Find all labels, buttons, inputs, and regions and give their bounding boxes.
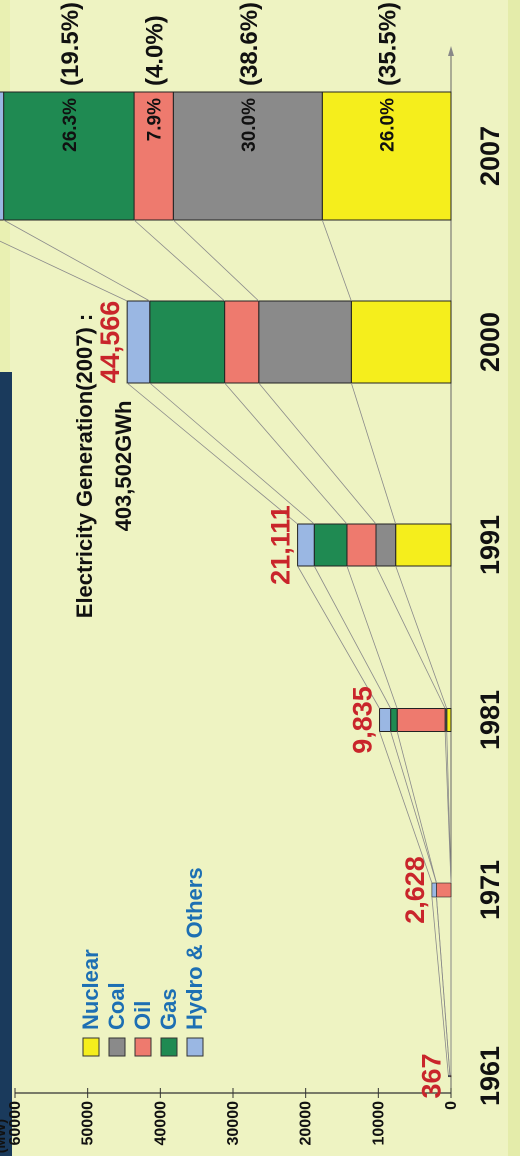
bar-segment-gas-1981: [390, 708, 398, 732]
bar-segment-hydro-1981: [379, 708, 392, 732]
bar-segment-oil-2000: [224, 300, 260, 384]
x-tick-label-1991: 1991: [475, 515, 505, 575]
connector-line: [436, 896, 451, 1076]
bar-segment-hydro-1961: [448, 1074, 451, 1078]
connector-line: [431, 896, 449, 1076]
legend-label-coal: Coal: [104, 982, 129, 1030]
y-axis-unit-label: (MW): [0, 1119, 8, 1153]
bar-segment-gas-2000: [149, 300, 226, 384]
legend-swatch-nuclear: [82, 1037, 100, 1057]
y-tick-label: 0: [443, 1101, 460, 1110]
bar-segment-oil-1971: [436, 882, 452, 898]
bar-segment-hydro-2007: [0, 91, 5, 221]
connector-line: [395, 565, 448, 709]
connector-line: [3, 219, 150, 302]
segment-percent-label-nuclear: 26.0%: [378, 98, 399, 152]
electricity-share-label-coal: (38.6%): [236, 2, 263, 86]
y-tick-label: 60000: [7, 1101, 24, 1146]
connector-line: [224, 382, 348, 525]
connector-line: [149, 382, 315, 525]
connector-line: [346, 565, 398, 709]
header-band: [0, 372, 12, 1156]
annotation-line-2: 403,502GWh: [111, 401, 136, 532]
y-tick-label: 20000: [298, 1101, 315, 1146]
y-tick-label: 30000: [225, 1101, 242, 1146]
total-value-label-1981: 9,835: [348, 686, 378, 754]
chart-plot-area: 0 10000 20000 30000 40000 50000 60000(MW) 1961 1…: [0, 2, 505, 1153]
legend-swatch-hydro: [186, 1037, 204, 1057]
connector-line: [297, 565, 380, 709]
legend-label-nuclear: Nuclear: [78, 949, 103, 1030]
total-value-label-2000: 44,566: [95, 301, 125, 384]
x-tick-label-1971: 1971: [475, 860, 505, 920]
bar-segment-nuclear-1981: [446, 708, 452, 732]
electricity-share-label-oil: (4.0%): [142, 15, 169, 86]
legend-swatch-oil: [134, 1037, 152, 1057]
connector-line: [390, 731, 437, 884]
annotation-line-1: Electricity Generation(2007) :: [72, 314, 97, 618]
legend-label-oil: Oil: [130, 1001, 155, 1030]
y-tick-label: 10000: [370, 1101, 387, 1146]
legend-label-gas: Gas: [156, 988, 181, 1030]
bar-segment-hydro-1971: [431, 882, 437, 898]
connector-line: [0, 219, 128, 302]
segment-percent-label-oil: 7.9%: [145, 98, 166, 141]
connector-line: [444, 731, 452, 884]
right-margin-band: [508, 0, 520, 1156]
legend-label-hydro: Hydro & Others: [182, 867, 207, 1030]
legend-swatch-gas: [160, 1037, 178, 1057]
electricity-share-label-gas: (19.5%): [57, 2, 84, 86]
connector-line: [173, 219, 260, 302]
x-axis-arrow: [448, 46, 454, 56]
connector-line: [396, 731, 437, 884]
connector-line: [258, 382, 377, 525]
y-tick-label: 40000: [152, 1101, 169, 1146]
bar-segment-coal-1991: [375, 523, 397, 567]
legend-swatch-coal: [108, 1037, 126, 1057]
connector-line: [379, 731, 433, 884]
bar-segment-oil-1991: [346, 523, 377, 567]
total-value-label-1961: 367: [416, 1053, 446, 1098]
connector-line: [313, 565, 391, 709]
connector-line: [321, 219, 352, 302]
segment-percent-label-gas: 26.3%: [60, 98, 81, 152]
bar-segment-nuclear-1991: [395, 523, 452, 567]
x-tick-label-2007: 2007: [475, 126, 505, 186]
bar-segment-oil-1981: [396, 708, 446, 732]
bar-segment-nuclear-2000: [350, 300, 452, 384]
connector-line: [133, 219, 225, 302]
connector-line: [126, 382, 298, 525]
segment-percent-label-coal: 30.0%: [239, 98, 260, 152]
total-value-label-1991: 21,111: [266, 505, 296, 585]
bar-segment-coal-2000: [258, 300, 352, 384]
bar-segment-hydro-2000: [126, 300, 151, 384]
total-value-label-1971: 2,628: [400, 856, 430, 924]
bar-segment-hydro-1991: [297, 523, 315, 567]
x-tick-label-1961: 1961: [475, 1046, 505, 1106]
connector-line: [375, 565, 446, 709]
bar-segment-gas-1991: [313, 523, 348, 567]
x-tick-label-2000: 2000: [475, 312, 505, 372]
x-tick-label-1981: 1981: [475, 690, 505, 750]
connector-line: [350, 382, 397, 525]
electricity-share-label-nuclear: (35.5%): [375, 2, 402, 86]
y-tick-label: 50000: [80, 1101, 97, 1146]
